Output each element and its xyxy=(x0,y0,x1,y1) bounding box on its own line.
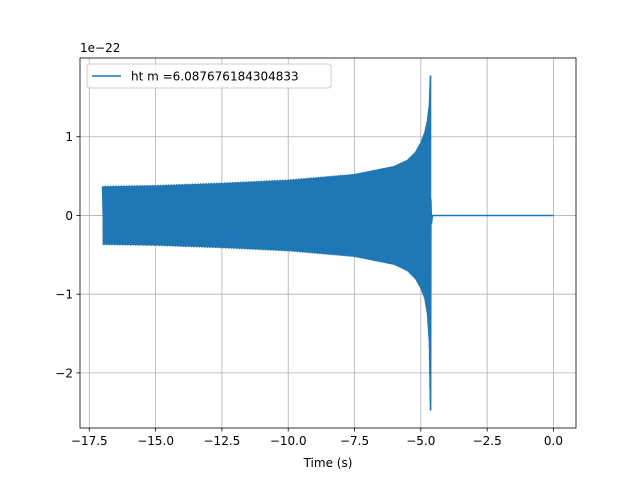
x-tick-label: −5.0 xyxy=(406,434,435,448)
x-tick-label: 0.0 xyxy=(544,434,563,448)
y-tick-label: 1 xyxy=(65,130,73,144)
legend-box xyxy=(86,63,332,89)
ticks: −17.5 −15.0 −12.5 −10.0 −7.5 −5.0 −2.5 0.0 1 0 −1 −… xyxy=(55,130,563,448)
waveform-line xyxy=(101,75,554,411)
y-offset-text: 1e−22 xyxy=(80,41,120,55)
y-tick-label: −2 xyxy=(55,366,73,380)
legend-label: ht m =6.087676184304833 xyxy=(131,70,299,84)
y-tick-label: −1 xyxy=(55,288,73,302)
x-axis-label: Time (s) xyxy=(303,456,353,470)
series-layer xyxy=(101,75,554,411)
x-tick-label: −7.5 xyxy=(340,434,369,448)
legend: ht m =6.087676184304833 xyxy=(86,63,332,89)
y-tick-label: 0 xyxy=(65,209,73,223)
x-tick-label: −15.0 xyxy=(137,434,174,448)
plot-frame xyxy=(79,57,577,429)
x-tick-label: −2.5 xyxy=(473,434,502,448)
x-tick-label: −17.5 xyxy=(71,434,108,448)
x-tick-label: −12.5 xyxy=(204,434,241,448)
x-tick-label: −10.0 xyxy=(270,434,307,448)
